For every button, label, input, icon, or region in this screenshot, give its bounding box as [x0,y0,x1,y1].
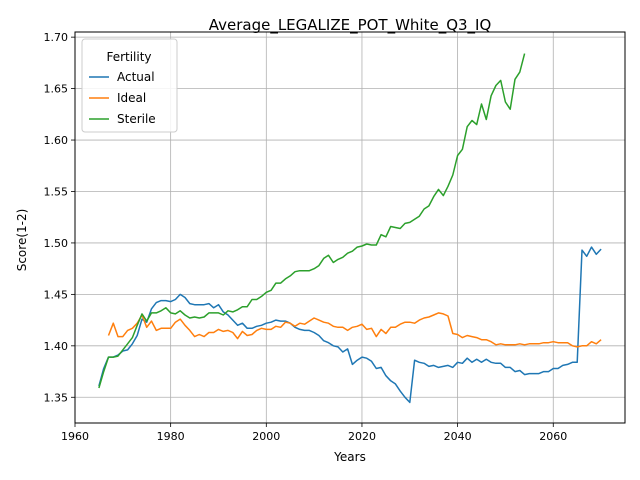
x-axis-label: Years [333,450,366,464]
chart-title: Average_LEGALIZE_POT_White_Q3_IQ [209,16,492,35]
x-tick-label: 2040 [444,430,472,443]
grid [74,32,625,423]
series-line-ideal [107,312,602,348]
x-tick-label: 2060 [539,430,567,443]
legend-label-ideal: Ideal [117,91,146,105]
series-line-sterile [98,53,526,389]
y-tick-label: 1.45 [44,288,69,301]
series-lines [98,53,602,404]
legend-label-actual: Actual [117,70,155,84]
legend-box [81,38,178,133]
series-line-actual [98,246,602,404]
y-tick-label: 1.60 [44,134,69,147]
y-tick-label: 1.40 [44,340,69,353]
y-tick-label: 1.70 [44,31,69,44]
legend-title: Fertility [106,50,151,64]
legend-label-sterile: Sterile [117,112,156,126]
x-tick-label: 2000 [252,430,280,443]
y-axis-label: Score(1-2) [15,209,29,272]
y-tick-label: 1.65 [44,83,69,96]
y-tick-label: 1.55 [44,185,69,198]
legend: Fertility Actual Ideal Sterile [81,38,178,133]
plot-frame [74,31,626,424]
y-tick-label: 1.35 [44,391,69,404]
x-tick-label: 1980 [157,430,185,443]
axis-ticks: 1960 1980 2000 2020 2040 2060 1.35 1.40 1.45 1.50… [44,31,568,443]
y-tick-label: 1.50 [44,237,69,250]
x-tick-label: 1960 [61,430,89,443]
x-tick-label: 2020 [348,430,376,443]
